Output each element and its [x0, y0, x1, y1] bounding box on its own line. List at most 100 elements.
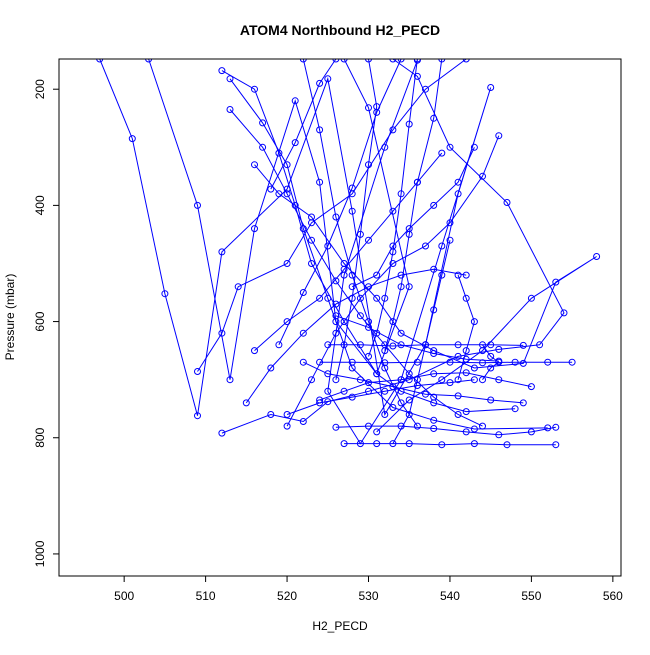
data-point	[299, 358, 307, 366]
series-line	[254, 152, 443, 351]
data-point	[405, 440, 413, 448]
data-point	[283, 422, 291, 430]
data-point	[332, 277, 340, 285]
data-point	[462, 428, 470, 436]
data-point	[340, 341, 348, 349]
data-point	[487, 352, 495, 360]
series-line	[270, 59, 337, 190]
data-point	[308, 260, 315, 267]
y-tick-label: 1000	[33, 540, 47, 567]
data-point	[430, 370, 438, 378]
data-point	[438, 59, 446, 63]
data-point	[430, 350, 438, 357]
data-point	[234, 283, 242, 291]
data-point	[267, 411, 275, 418]
data-point	[462, 408, 470, 416]
data-point	[291, 97, 299, 105]
data-point	[373, 294, 381, 302]
data-point	[381, 364, 389, 372]
data-point	[194, 368, 201, 375]
data-point	[454, 190, 462, 198]
series-line	[482, 344, 500, 380]
data-point	[397, 271, 405, 279]
data-point	[495, 345, 503, 353]
data-point	[430, 114, 438, 122]
data-point	[462, 59, 470, 63]
data-point	[365, 422, 372, 430]
data-point	[397, 190, 405, 198]
data-point	[324, 370, 332, 378]
y-tick-label: 800	[33, 427, 47, 447]
data-point	[470, 376, 478, 384]
data-point	[218, 429, 226, 437]
data-point	[365, 379, 372, 387]
data-point	[373, 370, 381, 378]
data-point	[495, 431, 503, 439]
data-point	[487, 396, 495, 404]
data-point	[365, 104, 372, 112]
data-point	[487, 364, 495, 372]
data-point	[560, 309, 568, 317]
data-point	[479, 172, 486, 180]
data-point	[430, 265, 438, 273]
data-point	[405, 120, 413, 128]
data-point	[308, 376, 315, 384]
data-point	[487, 341, 495, 349]
data-point	[356, 294, 364, 302]
data-point	[283, 318, 291, 326]
data-point	[454, 271, 462, 279]
data-point	[479, 376, 486, 384]
data-point	[422, 242, 429, 250]
series-line	[229, 109, 483, 427]
data-point	[511, 405, 519, 413]
data-point	[299, 418, 307, 425]
data-point	[259, 143, 267, 151]
data-point	[340, 59, 348, 63]
data-point	[422, 341, 429, 349]
data-point	[332, 329, 340, 337]
data-point	[389, 342, 397, 350]
data-point	[389, 126, 397, 134]
data-point	[422, 85, 429, 93]
x-axis-label: H2_PECD	[312, 619, 368, 633]
data-point	[519, 359, 527, 367]
data-point	[365, 59, 372, 63]
data-point	[348, 184, 356, 192]
data-point	[495, 376, 503, 384]
data-point	[218, 67, 226, 75]
series-line	[335, 59, 378, 380]
data-point	[454, 376, 462, 384]
data-point	[389, 440, 397, 448]
data-point	[389, 318, 397, 326]
y-axis-label: Pressure (mbar)	[3, 274, 17, 361]
data-point	[438, 242, 446, 250]
y-tick-label: 200	[33, 79, 47, 99]
data-point	[356, 341, 364, 349]
series-line	[368, 59, 418, 357]
data-point	[438, 149, 446, 157]
series-line	[286, 379, 475, 415]
data-point	[308, 213, 315, 221]
y-axis: 200 400 600 800 1000	[33, 79, 59, 567]
data-point	[365, 352, 372, 360]
data-point	[332, 376, 340, 384]
data-point	[397, 376, 405, 384]
data-point	[397, 399, 405, 407]
data-point	[348, 207, 356, 215]
data-point	[397, 59, 405, 63]
data-point	[438, 376, 446, 384]
data-point	[324, 75, 332, 83]
chart-title: ATOM4 Northbound H2_PECD	[240, 22, 440, 38]
data-point	[316, 358, 324, 366]
data-point	[381, 359, 389, 367]
data-point	[324, 294, 332, 302]
data-point	[519, 341, 527, 349]
data-point	[536, 341, 544, 349]
series-line	[197, 59, 467, 372]
data-point	[503, 441, 511, 449]
data-point	[430, 201, 438, 209]
data-point	[454, 341, 462, 349]
x-tick-label: 550	[521, 589, 541, 603]
data-point	[242, 399, 250, 407]
